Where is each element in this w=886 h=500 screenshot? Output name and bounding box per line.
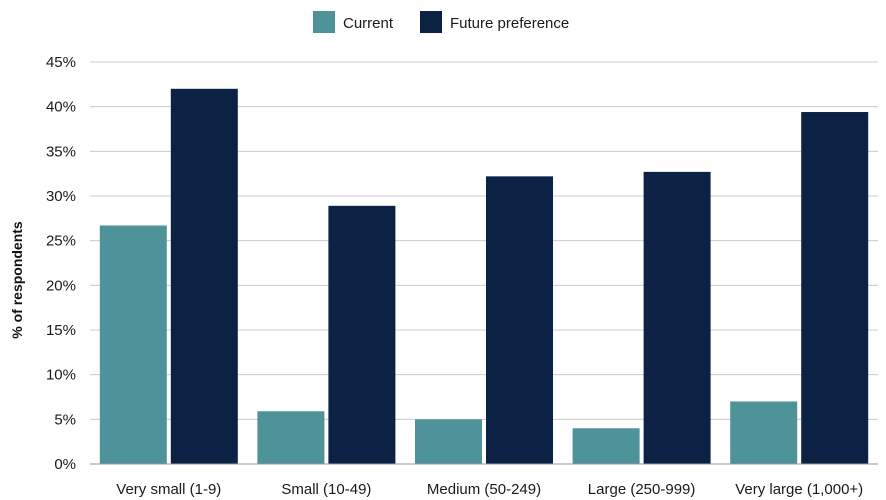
x-tick-label: Large (250-999)	[588, 481, 696, 498]
bar-future-preference	[643, 171, 711, 464]
legend-swatch	[420, 11, 442, 33]
bar-future-preference	[170, 88, 238, 465]
bar-future-preference	[801, 112, 869, 464]
legend-label: Current	[343, 15, 394, 32]
y-tick-label: 35%	[46, 143, 76, 160]
x-axis-ticks: Very small (1-9) Small (10-49) Medium (50-…	[116, 481, 863, 498]
y-tick-label: 5%	[54, 411, 76, 428]
bar-future-preference	[486, 176, 553, 464]
y-axis-title: % of respondents	[9, 221, 25, 339]
y-tick-label: 15%	[46, 322, 76, 339]
x-tick-label: Medium (50-249)	[427, 481, 541, 498]
y-tick-label: 25%	[46, 233, 76, 250]
y-tick-label: 40%	[46, 99, 76, 116]
legend-label: Future preference	[450, 15, 569, 32]
y-tick-label: 10%	[46, 367, 76, 384]
bar-current	[730, 401, 798, 464]
legend: Current Future preference	[313, 11, 569, 33]
x-tick-label: Small (10-49)	[281, 481, 371, 498]
bar-current	[415, 419, 482, 464]
y-tick-label: 0%	[54, 456, 76, 473]
bar-current	[99, 225, 167, 464]
x-tick-label: Very small (1-9)	[116, 481, 221, 498]
y-tick-label: 45%	[46, 54, 76, 71]
y-tick-label: 20%	[46, 277, 76, 294]
y-tick-label: 30%	[46, 188, 76, 205]
bars	[99, 88, 869, 465]
y-axis-ticks: 0% 5% 10% 15% 20% 25% 30% 35% 40% 45%	[46, 54, 76, 473]
bar-current	[572, 428, 640, 464]
bar-future-preference	[328, 205, 396, 464]
x-tick-label: Very large (1,000+)	[735, 481, 863, 498]
legend-swatch	[313, 11, 335, 33]
bar-current	[257, 411, 325, 464]
